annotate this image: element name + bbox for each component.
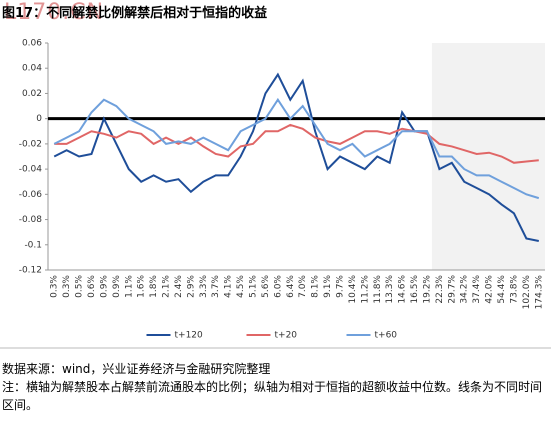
y-tick-label: -0.02 [19,139,42,149]
notes: 数据来源：wind，兴业证券经济与金融研究院整理 注：横轴为解禁股本占解禁前流通… [2,360,550,414]
chart: 0.06 0.04 0.02 0 -0.02 -0.04 -0.06 -0.08 -0.1 -0.… [0,39,551,349]
y-tick-label: -0.12 [19,266,42,276]
x-tick-label: 1.1% [124,275,134,298]
x-tick-label: 0.3% [50,275,60,298]
y-tick-label: -0.04 [19,165,43,175]
x-tick-label: 9.7% [335,275,345,298]
x-tick-label: 0.6% [87,275,97,298]
series-line [54,123,539,164]
y-tick-label: -0.06 [19,190,43,200]
x-tick-label: 2.9% [186,275,196,298]
x-tick-label: 174.3% [534,275,544,310]
x-tick-label: 0.9% [112,275,122,298]
x-tick-label: 11.8% [373,275,383,304]
x-tick-label: 16.5% [410,275,420,304]
x-tick-label: 6.0% [273,275,283,298]
x-tick-label: 7.0% [298,275,308,298]
x-tick-label: 5.1% [249,275,259,298]
series-line [53,97,540,200]
x-tick-label: 22.3% [435,275,445,304]
x-tick-label: 14.6% [398,275,408,304]
y-tick-label: 0.02 [22,89,42,99]
x-tick-label: 1.6% [137,275,147,298]
x-tick-label: 4.1% [224,275,234,298]
x-tick-label: 19.2% [422,275,432,304]
legend-label: t+60 [375,331,398,341]
x-tick-label: 8.1% [311,275,321,298]
x-tick-label: 73.8% [509,275,519,304]
x-tick-label: 102.0% [522,275,532,310]
x-tick-label: 9.1% [323,275,333,298]
y-tick-label: -0.08 [19,215,43,225]
y-tick-label: -0.1 [24,240,42,250]
x-tick-label: 2.4% [174,275,184,298]
x-tick-label: 3.3% [199,275,209,298]
chart-title: 图17：不同解禁比例解禁后相对于恒指的收益 [2,6,268,21]
watermark: L170.CN [4,0,105,25]
x-tick-label: 0.3% [62,275,72,298]
x-tick-label: 42.0% [485,275,495,304]
series-line [53,72,539,242]
x-tick-label: 0.9% [99,275,109,298]
x-tick-label: 37.4% [472,275,482,304]
legend-label: t+120 [175,331,204,341]
source: 数据来源：wind，兴业证券经济与金融研究院整理 [2,362,271,376]
x-tick-label: 11.2% [360,275,370,304]
x-tick-label: 2.1% [162,275,172,298]
note: 注：横轴为解禁股本占解禁前流通股本的比例；纵轴为相对于恒指的超额收益中位数。线条… [2,380,543,412]
legend-label: t+20 [275,331,298,341]
x-tick-label: 3.7% [211,275,221,298]
x-tick-label: 13.3% [385,275,395,304]
x-tick-label: 29.7% [447,275,457,304]
x-tick-label: 34.2% [460,275,470,304]
y-tick-label: 0.06 [22,39,42,49]
x-tick-label: 5.6% [261,275,271,298]
y-tick-label: 0 [36,114,42,124]
y-tick-label: 0.04 [22,64,42,74]
x-tick-label: 54.4% [497,275,507,304]
x-tick-label: 6.4% [286,275,296,298]
x-tick-label: 0.5% [75,275,85,298]
x-tick-label: 10.4% [348,275,358,304]
x-tick-label: 4.5% [236,275,246,298]
x-tick-label: 1.8% [149,275,159,298]
